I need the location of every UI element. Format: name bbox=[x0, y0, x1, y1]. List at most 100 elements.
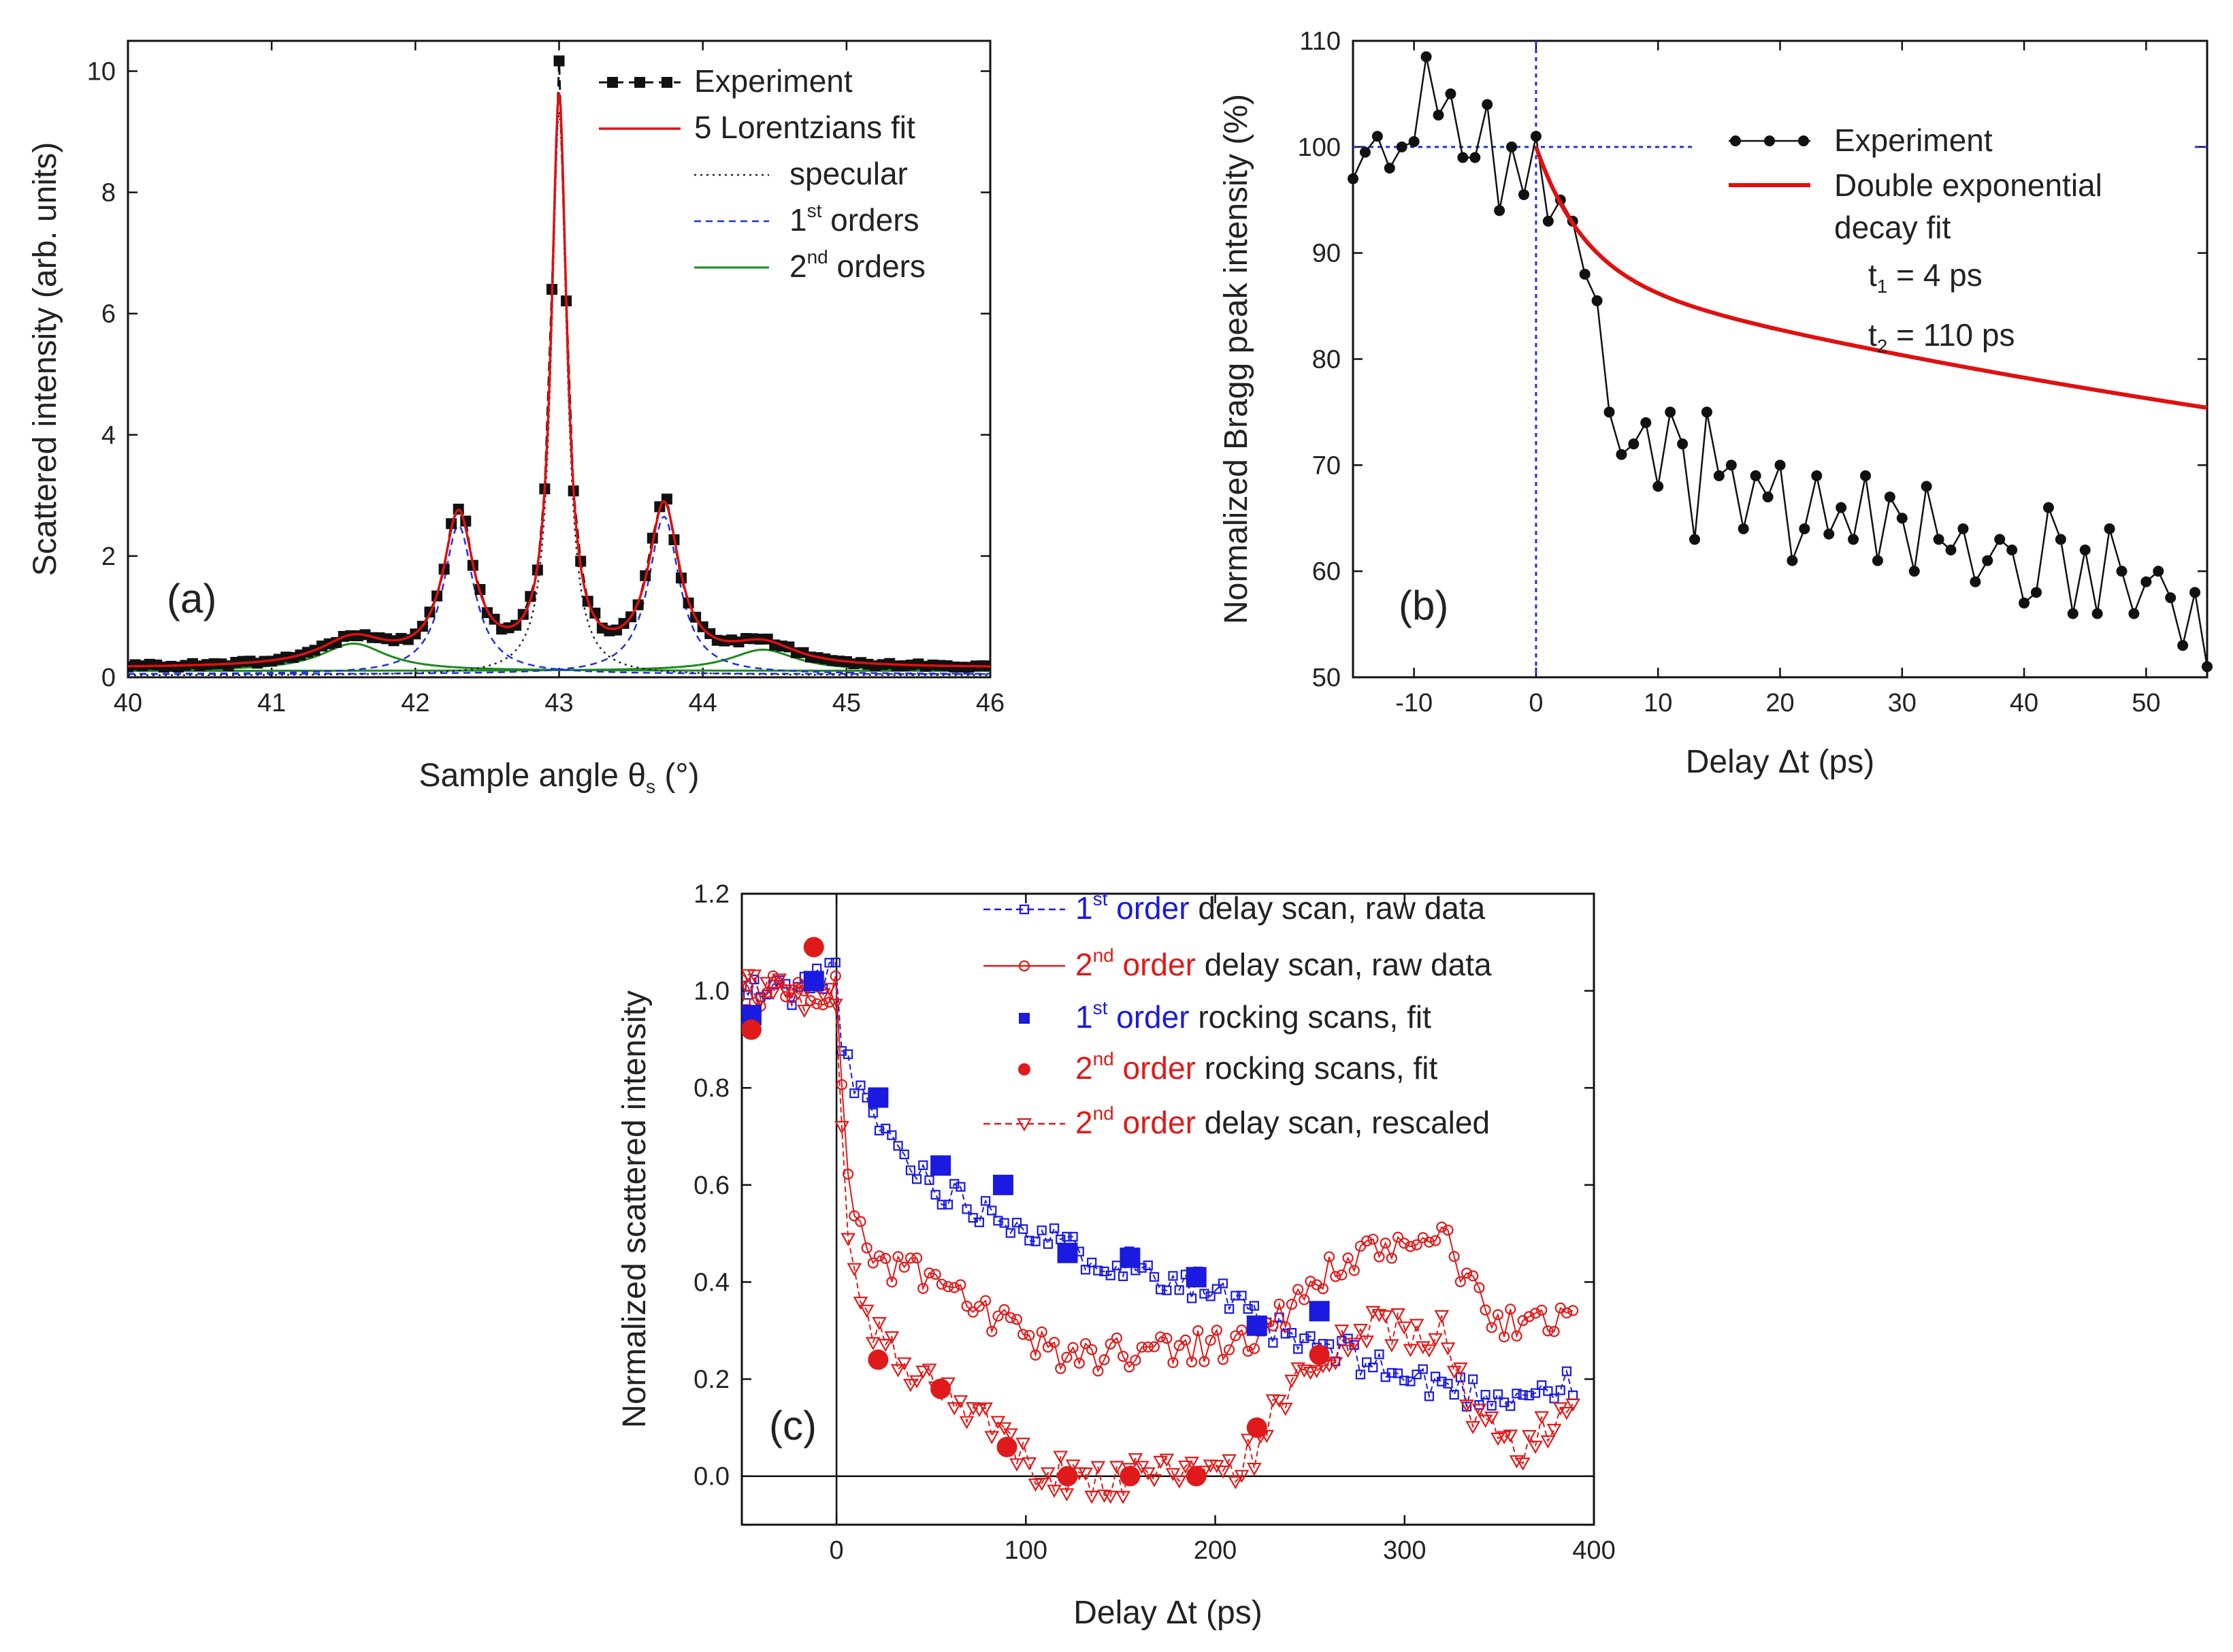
c-legend-label: 2nd order rocking scans, fit bbox=[1075, 1048, 1437, 1086]
b-experiment-point bbox=[2153, 566, 2164, 577]
c-second-order-raw-point bbox=[1317, 1283, 1329, 1295]
c-first-order-raw-point bbox=[1030, 1236, 1041, 1246]
c-second-order-rescaled-point bbox=[766, 986, 781, 1001]
c-second-order-raw-point bbox=[1286, 1299, 1298, 1310]
c-second-order-raw-point bbox=[979, 1295, 992, 1306]
c-second-order-raw-point bbox=[1011, 1314, 1023, 1325]
c-second-order-rescaled-point bbox=[1359, 1335, 1375, 1349]
b-experiment-point bbox=[1652, 481, 1664, 492]
c-second-order-raw-point bbox=[1342, 1252, 1354, 1264]
c-second-order-rescaled-point bbox=[922, 1363, 937, 1377]
b-experiment-point bbox=[1957, 523, 1969, 534]
c-second-order-rocking-point bbox=[930, 1378, 951, 1399]
c-first-order-raw-point bbox=[1399, 1376, 1409, 1386]
c-second-order-raw-point bbox=[1348, 1265, 1360, 1276]
c-second-order-rescaled-point bbox=[1041, 1467, 1056, 1480]
c-second-order-rescaled-point bbox=[1478, 1414, 1493, 1428]
c-first-order-raw-point bbox=[1299, 1333, 1309, 1344]
c-second-order-rescaled-point bbox=[1259, 1429, 1275, 1444]
c-second-order-raw-point bbox=[792, 977, 804, 988]
c-second-order-rescaled-point bbox=[1297, 1364, 1312, 1378]
c-second-order-rescaled-point bbox=[1222, 1454, 1237, 1468]
b-experiment-point bbox=[1994, 534, 2006, 545]
c-second-order-raw-point bbox=[1136, 1342, 1147, 1353]
b-legend-label-fit-line2: decay fit bbox=[1834, 210, 1951, 245]
c-first-order-raw-point bbox=[1568, 1390, 1578, 1400]
b-experiment-point bbox=[1836, 502, 1847, 513]
c-first-order-raw-point bbox=[1186, 1293, 1197, 1303]
c-second-order-raw-point bbox=[830, 970, 841, 982]
c-second-order-rescaled-point bbox=[1309, 1365, 1324, 1378]
c-first-order-raw-point bbox=[1392, 1368, 1403, 1378]
c-first-order-raw-point bbox=[924, 1175, 934, 1185]
c-first-order-raw-point bbox=[1280, 1329, 1290, 1339]
c-first-order-raw-point bbox=[936, 1199, 947, 1210]
b-experiment-point bbox=[1970, 576, 1981, 587]
c-y-tick-label: 0.4 bbox=[694, 1268, 730, 1297]
b-experiment-point bbox=[1433, 110, 1444, 121]
c-first-order-raw-point bbox=[1374, 1349, 1384, 1359]
c-second-order-rescaled-point bbox=[947, 1402, 962, 1416]
c-second-order-rescaled-point bbox=[1271, 1394, 1287, 1408]
c-second-order-rocking-point bbox=[1246, 1417, 1267, 1438]
c-second-order-raw-point bbox=[1280, 1321, 1291, 1333]
c-first-order-raw-point bbox=[1024, 1235, 1034, 1246]
c-second-order-raw-point bbox=[1061, 1351, 1073, 1363]
c-second-order-raw-point bbox=[1523, 1311, 1535, 1323]
c-second-order-rescaled-point bbox=[1134, 1461, 1150, 1474]
panel-c: 0 100 200 300 400 0.0 0.2 0.4 0.6 0.8 1.0 1.2 Delay … bbox=[617, 880, 1616, 1631]
c-second-order-rescaled-point bbox=[959, 1416, 975, 1429]
b-experiment-point bbox=[2006, 545, 2018, 555]
c-second-order-rescaled-point bbox=[853, 1296, 868, 1310]
c-second-order-raw-point bbox=[1567, 1305, 1579, 1316]
c-second-order-raw-point bbox=[1548, 1326, 1560, 1338]
c-second-order-raw-point bbox=[1005, 1312, 1016, 1323]
c-first-order-raw-point bbox=[1087, 1257, 1097, 1267]
c-second-order-raw-point bbox=[1055, 1363, 1066, 1374]
c-second-order-rescaled-point bbox=[1546, 1423, 1562, 1438]
b-experiment-point bbox=[1750, 470, 1761, 481]
c-second-order-raw-point bbox=[1448, 1250, 1460, 1263]
b-experiment-point bbox=[1799, 523, 1810, 534]
c-first-order-raw-point bbox=[1518, 1390, 1528, 1400]
c-second-order-rescaled-point bbox=[772, 973, 787, 987]
c-second-order-rescaled-point bbox=[1109, 1461, 1124, 1474]
c-legend-marker bbox=[1017, 1118, 1032, 1132]
c-second-order-rescaled-point bbox=[1078, 1468, 1093, 1481]
a-experiment-line bbox=[128, 61, 990, 668]
c-first-order-raw-point bbox=[987, 1205, 997, 1216]
c-first-order-raw-point bbox=[787, 1000, 797, 1010]
c-second-order-raw-point bbox=[886, 1276, 898, 1288]
c-second-order-raw-point bbox=[1124, 1361, 1135, 1373]
c-second-order-raw-point bbox=[1086, 1344, 1098, 1355]
c-first-order-raw-point bbox=[956, 1182, 966, 1192]
c-second-order-rescaled-point bbox=[1434, 1310, 1450, 1324]
c-second-order-raw-point bbox=[1130, 1355, 1141, 1366]
c-second-order-raw-point bbox=[1411, 1239, 1422, 1250]
c-x-tick-label: 400 bbox=[1572, 1536, 1615, 1565]
c-second-order-raw-point bbox=[1542, 1325, 1554, 1337]
c-second-order-rescaled-point bbox=[1422, 1344, 1437, 1358]
c-first-order-raw-point bbox=[1224, 1303, 1235, 1314]
c-second-order-raw-point bbox=[1017, 1329, 1029, 1340]
a-x-tick-label: 46 bbox=[976, 689, 1005, 717]
c-first-order-raw-point bbox=[930, 1190, 941, 1200]
b-experiment-point bbox=[2091, 608, 2103, 619]
c-second-order-rescaled-point bbox=[1065, 1459, 1081, 1473]
c-first-order-raw-point bbox=[1011, 1218, 1022, 1228]
c-second-order-rescaled-point bbox=[1559, 1406, 1574, 1421]
b-experiment-point bbox=[1738, 523, 1749, 534]
c-second-order-raw-point bbox=[967, 1306, 979, 1318]
c-first-order-rocking-point bbox=[1120, 1247, 1141, 1268]
b-experiment-point bbox=[1408, 136, 1420, 148]
c-second-order-raw-point bbox=[1242, 1346, 1254, 1357]
c-first-order-raw-point bbox=[962, 1204, 972, 1214]
c-second-order-raw-point bbox=[1161, 1333, 1173, 1344]
c-second-order-raw-point bbox=[1036, 1326, 1047, 1338]
c-second-order-rescaled-point bbox=[1428, 1333, 1444, 1346]
c-first-order-raw-point bbox=[949, 1179, 960, 1189]
c-second-order-raw-point bbox=[1561, 1307, 1573, 1318]
c-second-order-rescaled-point bbox=[884, 1331, 900, 1345]
c-second-order-raw-point bbox=[1199, 1356, 1210, 1367]
c-first-order-raw-point bbox=[1174, 1285, 1184, 1295]
